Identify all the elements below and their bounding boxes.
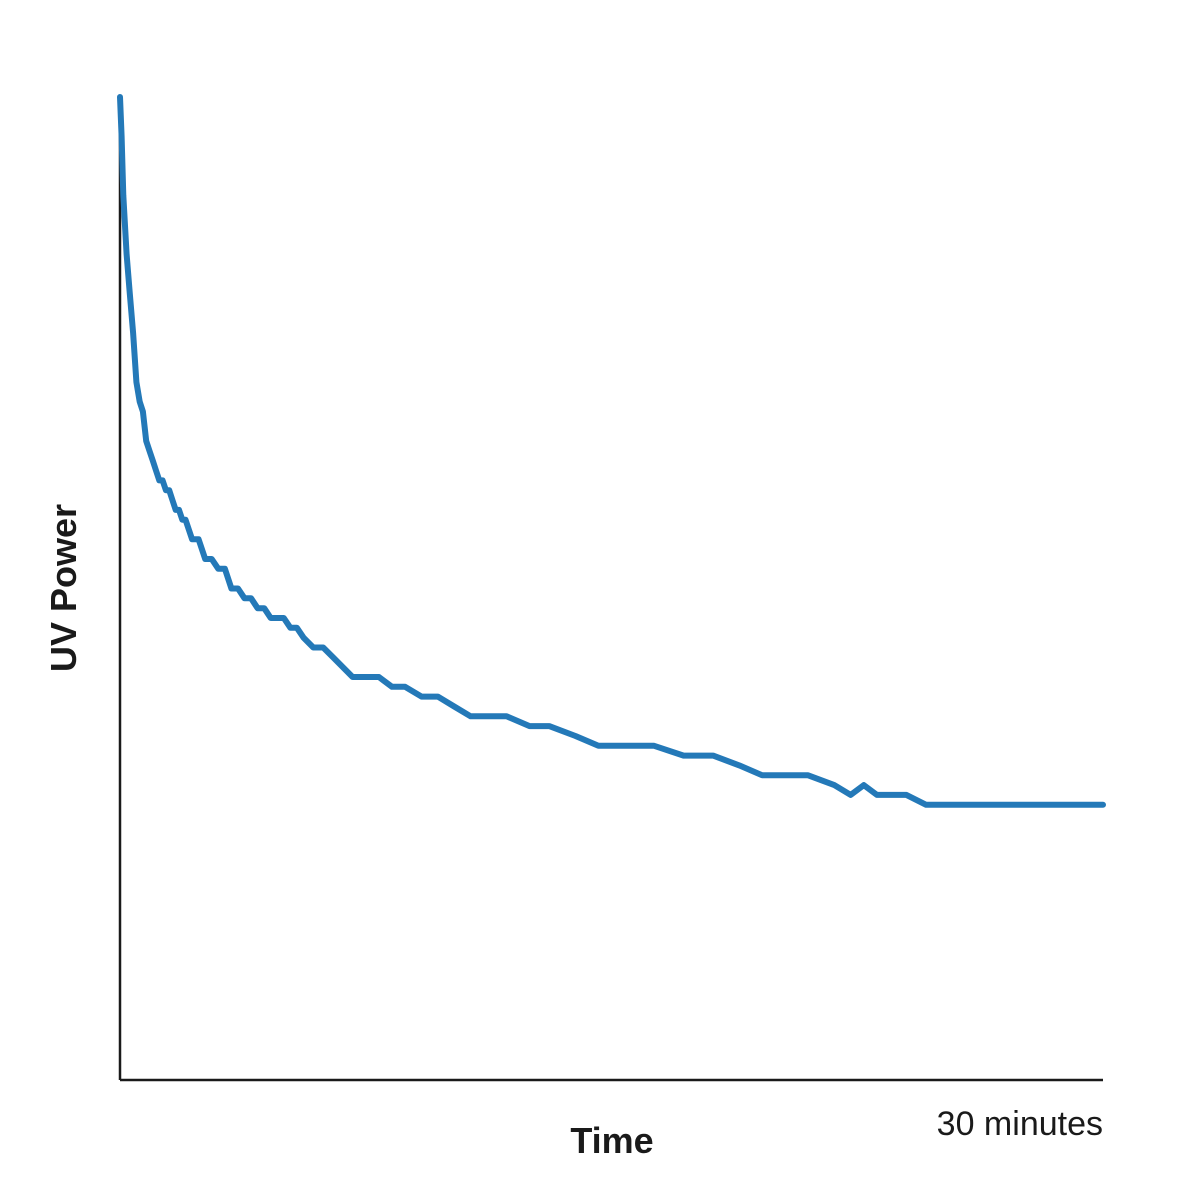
x-axis-label: Time <box>570 1120 653 1161</box>
series-line <box>117 94 1106 808</box>
x-tick-label: 30 minutes <box>937 1105 1103 1143</box>
y-axis-label: UV Power <box>43 504 84 672</box>
